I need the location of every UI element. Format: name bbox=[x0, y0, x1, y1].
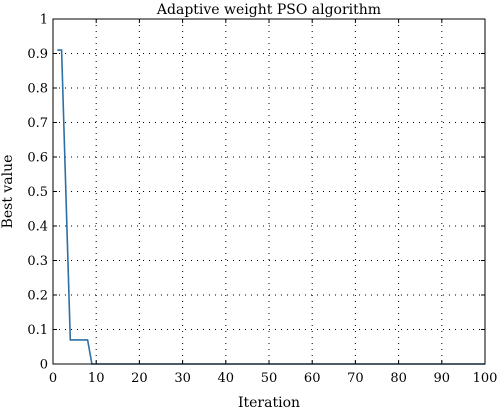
tick-marks bbox=[52, 18, 486, 365]
x-tick-label: 20 bbox=[131, 371, 148, 386]
x-tick-label: 40 bbox=[218, 371, 235, 386]
chart-title: Adaptive weight PSO algorithm bbox=[156, 2, 381, 18]
y-tick-label: 0.4 bbox=[27, 220, 48, 235]
x-tick-label: 90 bbox=[434, 371, 451, 386]
y-tick-label: 0.5 bbox=[27, 185, 48, 200]
series-layer bbox=[57, 49, 485, 365]
x-tick-label: 10 bbox=[88, 371, 105, 386]
y-tick-label: 0.2 bbox=[27, 289, 48, 304]
y-axis-title: Best value bbox=[0, 155, 16, 229]
y-tick-label: 0 bbox=[40, 358, 48, 373]
y-tick-label: 0.8 bbox=[27, 82, 48, 97]
x-tick-label: 100 bbox=[473, 371, 498, 386]
x-tick-label: 30 bbox=[174, 371, 191, 386]
y-tick-label: 0.1 bbox=[27, 323, 48, 338]
y-tick-label: 0.6 bbox=[27, 151, 48, 166]
y-tick-label: 0.9 bbox=[27, 47, 48, 62]
series-line bbox=[57, 49, 485, 365]
x-tick-label: 50 bbox=[261, 371, 278, 386]
y-tick-label: 0.7 bbox=[27, 116, 48, 131]
grid bbox=[53, 19, 485, 364]
x-tick-labels: 0 10 20 30 40 50 60 70 80 90 100 bbox=[49, 371, 498, 386]
y-tick-label: 0.3 bbox=[27, 254, 48, 269]
x-tick-label: 60 bbox=[304, 371, 321, 386]
x-axis-title: Iteration bbox=[238, 395, 300, 411]
x-tick-label: 80 bbox=[390, 371, 407, 386]
y-tick-labels: 0 0.1 0.2 0.3 0.4 0.5 0.6 0.7 0.8 0.9 1 bbox=[27, 13, 48, 373]
y-tick-label: 1 bbox=[40, 13, 48, 28]
x-tick-label: 70 bbox=[347, 371, 364, 386]
x-tick-label: 0 bbox=[49, 371, 57, 386]
